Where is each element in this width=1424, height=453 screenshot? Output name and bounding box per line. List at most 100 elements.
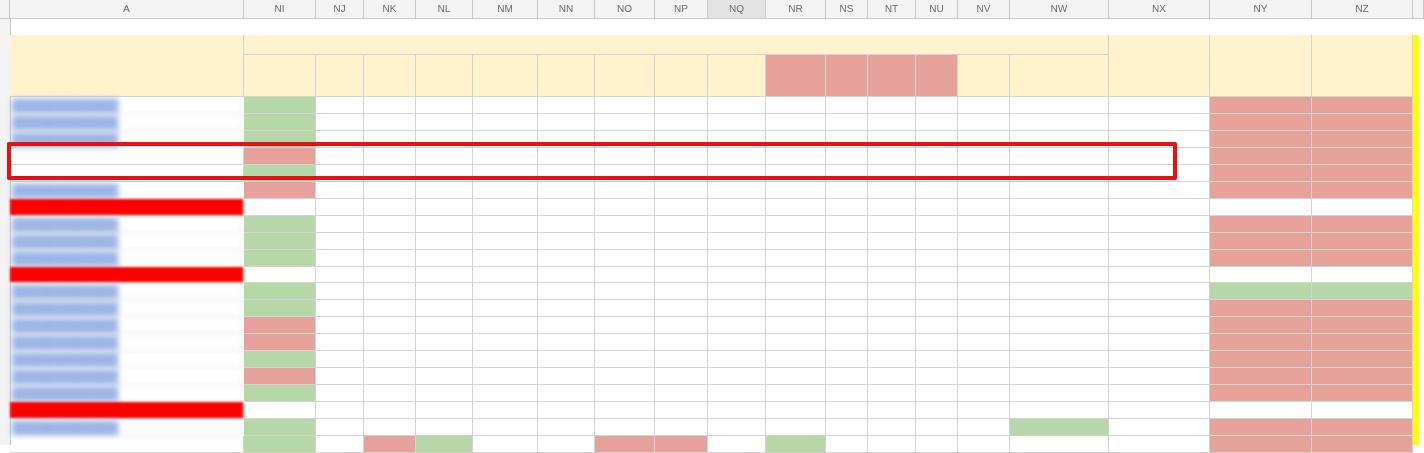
cell-r18-c10[interactable] [826, 402, 868, 419]
cell-r12-c0[interactable] [244, 300, 316, 317]
cell-r15-c5[interactable] [538, 351, 595, 368]
cell-r2-c17[interactable] [1312, 131, 1413, 148]
header-sub-12[interactable] [916, 55, 958, 97]
cell-r19-c10[interactable] [826, 419, 868, 436]
cell-r16-c2[interactable] [364, 368, 416, 385]
header-sub-5[interactable] [538, 55, 595, 97]
cell-r14-c17[interactable] [1312, 334, 1413, 351]
cell-r4-c9[interactable] [766, 165, 826, 182]
cell-r14-c3[interactable] [416, 334, 473, 351]
cell-r6-c17[interactable] [1312, 199, 1413, 216]
cell-r19-c5[interactable] [538, 419, 595, 436]
cell-r5-c11[interactable] [868, 182, 916, 199]
header-visit-price[interactable] [1210, 35, 1312, 97]
cell-r2-c16[interactable] [1210, 131, 1312, 148]
cell-r15-c13[interactable] [958, 351, 1010, 368]
cell-r10-c1[interactable] [316, 267, 364, 283]
cell-r13-c5[interactable] [538, 317, 595, 334]
cell-r9-c7[interactable] [655, 250, 708, 267]
cell-r3-c10[interactable] [826, 148, 868, 165]
cell-r0-c15[interactable] [1109, 97, 1210, 114]
cell-r0-c14[interactable] [1010, 97, 1109, 114]
cell-r17-c16[interactable] [1210, 385, 1312, 402]
cell-r16-c13[interactable] [958, 368, 1010, 385]
cell-r16-c5[interactable] [538, 368, 595, 385]
cell-r17-c9[interactable] [766, 385, 826, 402]
cell-r10-c7[interactable] [655, 267, 708, 283]
cell-r2-c7[interactable] [655, 131, 708, 148]
cell-r17-c1[interactable] [316, 385, 364, 402]
cell-r10-c12[interactable] [916, 267, 958, 283]
cell-r7-c8[interactable] [708, 216, 766, 233]
cell-r13-c17[interactable] [1312, 317, 1413, 334]
cell-r16-c10[interactable] [826, 368, 868, 385]
cell-r13-c1[interactable] [316, 317, 364, 334]
cell-r11-c0[interactable] [244, 283, 316, 300]
cell-r6-c3[interactable] [416, 199, 473, 216]
cell-r19-c1[interactable] [316, 419, 364, 436]
cell-r9-c13[interactable] [958, 250, 1010, 267]
cell-r9-c10[interactable] [826, 250, 868, 267]
cell-r8-c11[interactable] [868, 233, 916, 250]
cell-r4-c4[interactable] [473, 165, 538, 182]
cell-r18-c1[interactable] [316, 402, 364, 419]
cell-r2-c11[interactable] [868, 131, 916, 148]
cell-r0-c6[interactable] [595, 97, 655, 114]
cell-r1-c3[interactable] [416, 114, 473, 131]
cell-r5-c3[interactable] [416, 182, 473, 199]
header-project[interactable] [10, 35, 244, 97]
cell-r9-c1[interactable] [316, 250, 364, 267]
row-project-4[interactable] [10, 165, 244, 182]
cell-r12-c6[interactable] [595, 300, 655, 317]
cell-r17-c11[interactable] [868, 385, 916, 402]
cell-r16-c3[interactable] [416, 368, 473, 385]
cell-r2-c1[interactable] [316, 131, 364, 148]
cell-r13-c10[interactable] [826, 317, 868, 334]
cell-r6-c1[interactable] [316, 199, 364, 216]
cell-r12-c10[interactable] [826, 300, 868, 317]
cell-r6-c4[interactable] [473, 199, 538, 216]
cell-r0-c1[interactable] [316, 97, 364, 114]
cell-r0-c3[interactable] [416, 97, 473, 114]
cell-r19-c16[interactable] [1210, 419, 1312, 436]
column-header-nm[interactable]: NM [473, 0, 538, 19]
cell-r5-c15[interactable] [1109, 182, 1210, 199]
cell-r8-c4[interactable] [473, 233, 538, 250]
cell-r4-c5[interactable] [538, 165, 595, 182]
cell-r3-c17[interactable] [1312, 148, 1413, 165]
cell-r11-c17[interactable] [1312, 283, 1413, 300]
column-header-nl[interactable]: NL [416, 0, 473, 19]
cell-r1-c2[interactable] [364, 114, 416, 131]
cell-r19-c17[interactable] [1312, 419, 1413, 436]
header-sub-4[interactable] [473, 55, 538, 97]
cell-r13-c6[interactable] [595, 317, 655, 334]
column-header-nz[interactable]: NZ [1312, 0, 1413, 19]
cell-r1-c9[interactable] [766, 114, 826, 131]
cell-r2-c12[interactable] [916, 131, 958, 148]
cell-r19-c6[interactable] [595, 419, 655, 436]
cell-r7-c15[interactable] [1109, 216, 1210, 233]
cell-r6-c16[interactable] [1210, 199, 1312, 216]
cell-r11-c15[interactable] [1109, 283, 1210, 300]
cell-r17-c3[interactable] [416, 385, 473, 402]
cell-r2-c10[interactable] [826, 131, 868, 148]
cell-r14-c9[interactable] [766, 334, 826, 351]
cell-r3-c16[interactable] [1210, 148, 1312, 165]
cell-r7-c5[interactable] [538, 216, 595, 233]
cell-r1-c15[interactable] [1109, 114, 1210, 131]
cell-r6-c9[interactable] [766, 199, 826, 216]
cell-r14-c7[interactable] [655, 334, 708, 351]
cell-r4-c3[interactable] [416, 165, 473, 182]
cell-r8-c13[interactable] [958, 233, 1010, 250]
cell-r8-c7[interactable] [655, 233, 708, 250]
cell-r11-c8[interactable] [708, 283, 766, 300]
cell-r17-c5[interactable] [538, 385, 595, 402]
cell-r13-c0[interactable] [244, 317, 316, 334]
cell-r15-c15[interactable] [1109, 351, 1210, 368]
cell-r16-c7[interactable] [655, 368, 708, 385]
row-project-11[interactable]: ████████████ [10, 283, 244, 300]
cell-r7-c14[interactable] [1010, 216, 1109, 233]
cell-r0-c17[interactable] [1312, 97, 1413, 114]
cell-r5-c9[interactable] [766, 182, 826, 199]
cell-r0-c12[interactable] [916, 97, 958, 114]
